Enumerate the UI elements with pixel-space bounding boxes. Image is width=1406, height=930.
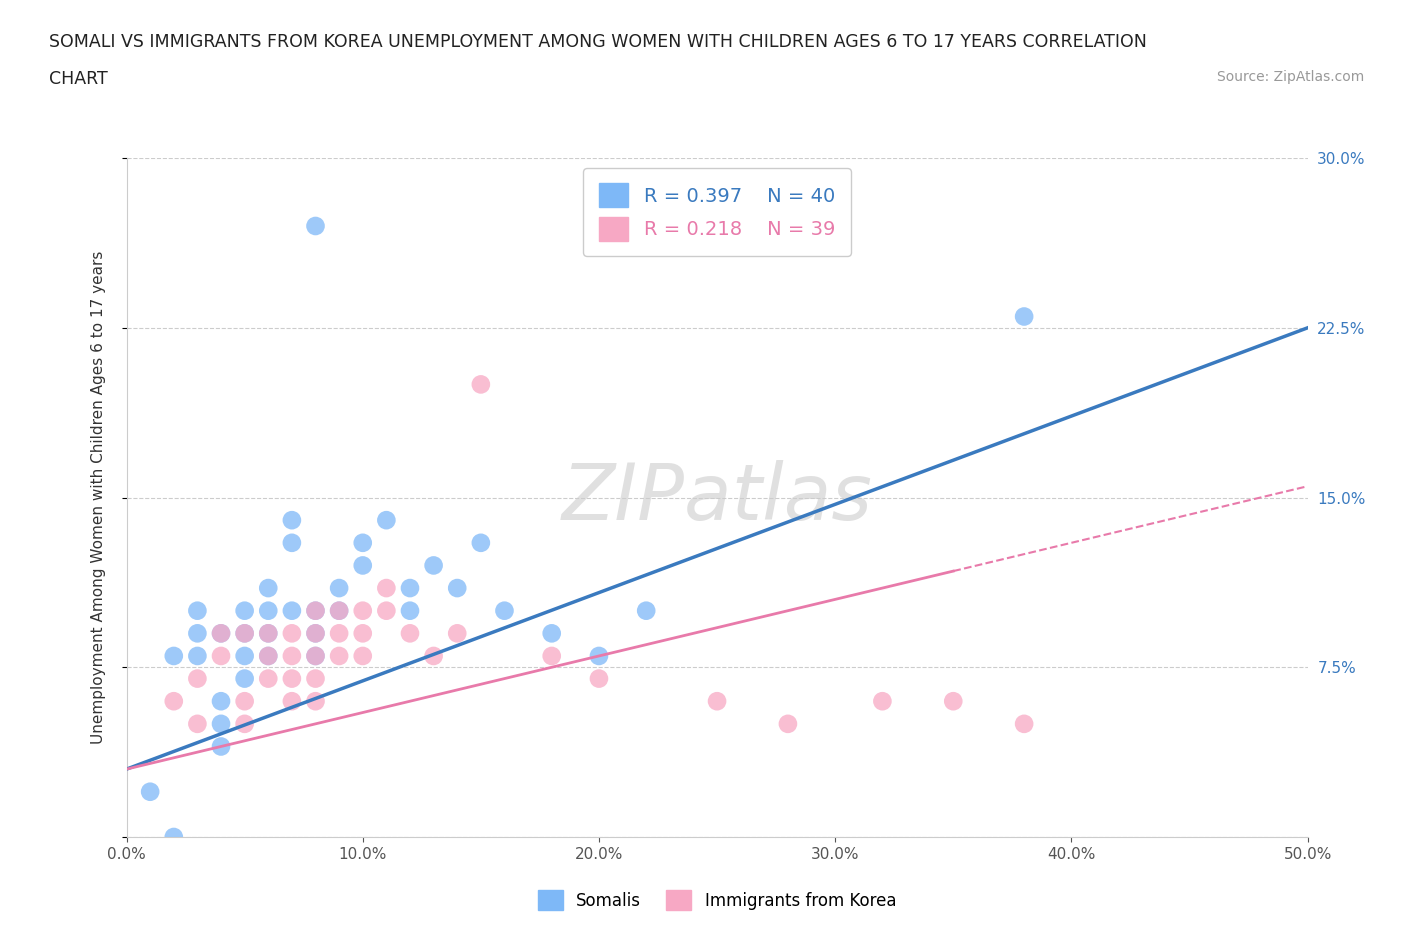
- Point: [352, 558, 374, 573]
- Y-axis label: Unemployment Among Women with Children Ages 6 to 17 years: Unemployment Among Women with Children A…: [91, 251, 105, 744]
- Point: [281, 604, 304, 618]
- Point: [281, 512, 304, 527]
- Point: [872, 694, 894, 709]
- Point: [163, 830, 186, 844]
- Text: ZIPatlas: ZIPatlas: [561, 459, 873, 536]
- Point: [352, 536, 374, 551]
- Point: [304, 604, 326, 618]
- Point: [186, 604, 208, 618]
- Point: [281, 626, 304, 641]
- Point: [281, 671, 304, 686]
- Point: [352, 648, 374, 663]
- Point: [163, 648, 186, 663]
- Point: [257, 580, 280, 595]
- Point: [636, 604, 658, 618]
- Point: [304, 219, 326, 233]
- Point: [328, 626, 350, 641]
- Point: [588, 648, 610, 663]
- Point: [209, 626, 232, 641]
- Point: [257, 648, 280, 663]
- Point: [776, 716, 799, 731]
- Point: [375, 512, 398, 527]
- Point: [446, 626, 468, 641]
- Point: [422, 648, 444, 663]
- Point: [304, 626, 326, 641]
- Point: [281, 694, 304, 709]
- Legend: Somalis, Immigrants from Korea: Somalis, Immigrants from Korea: [531, 884, 903, 917]
- Point: [163, 694, 186, 709]
- Point: [209, 648, 232, 663]
- Point: [328, 580, 350, 595]
- Point: [257, 671, 280, 686]
- Point: [186, 716, 208, 731]
- Point: [209, 626, 232, 641]
- Legend: R = 0.397    N = 40, R = 0.218    N = 39: R = 0.397 N = 40, R = 0.218 N = 39: [583, 167, 851, 256]
- Point: [304, 626, 326, 641]
- Point: [328, 604, 350, 618]
- Point: [470, 377, 492, 392]
- Point: [494, 604, 516, 618]
- Point: [706, 694, 728, 709]
- Point: [540, 648, 562, 663]
- Text: CHART: CHART: [49, 70, 108, 87]
- Point: [375, 580, 398, 595]
- Point: [257, 626, 280, 641]
- Point: [209, 694, 232, 709]
- Point: [304, 648, 326, 663]
- Point: [186, 626, 208, 641]
- Text: Source: ZipAtlas.com: Source: ZipAtlas.com: [1216, 70, 1364, 84]
- Point: [470, 536, 492, 551]
- Point: [942, 694, 965, 709]
- Point: [1012, 309, 1035, 324]
- Point: [281, 536, 304, 551]
- Point: [446, 580, 468, 595]
- Text: SOMALI VS IMMIGRANTS FROM KOREA UNEMPLOYMENT AMONG WOMEN WITH CHILDREN AGES 6 TO: SOMALI VS IMMIGRANTS FROM KOREA UNEMPLOY…: [49, 33, 1147, 50]
- Point: [209, 716, 232, 731]
- Point: [233, 694, 256, 709]
- Point: [233, 716, 256, 731]
- Point: [233, 626, 256, 641]
- Point: [233, 671, 256, 686]
- Point: [281, 648, 304, 663]
- Point: [328, 648, 350, 663]
- Point: [399, 626, 422, 641]
- Point: [352, 604, 374, 618]
- Point: [588, 671, 610, 686]
- Point: [352, 626, 374, 641]
- Point: [186, 671, 208, 686]
- Point: [1012, 716, 1035, 731]
- Point: [257, 604, 280, 618]
- Point: [375, 604, 398, 618]
- Point: [399, 604, 422, 618]
- Point: [186, 648, 208, 663]
- Point: [422, 558, 444, 573]
- Point: [233, 648, 256, 663]
- Point: [209, 739, 232, 754]
- Point: [304, 671, 326, 686]
- Point: [304, 648, 326, 663]
- Point: [399, 580, 422, 595]
- Point: [257, 648, 280, 663]
- Point: [304, 694, 326, 709]
- Point: [304, 604, 326, 618]
- Point: [233, 626, 256, 641]
- Point: [540, 626, 562, 641]
- Point: [328, 604, 350, 618]
- Point: [257, 626, 280, 641]
- Point: [233, 604, 256, 618]
- Point: [139, 784, 162, 799]
